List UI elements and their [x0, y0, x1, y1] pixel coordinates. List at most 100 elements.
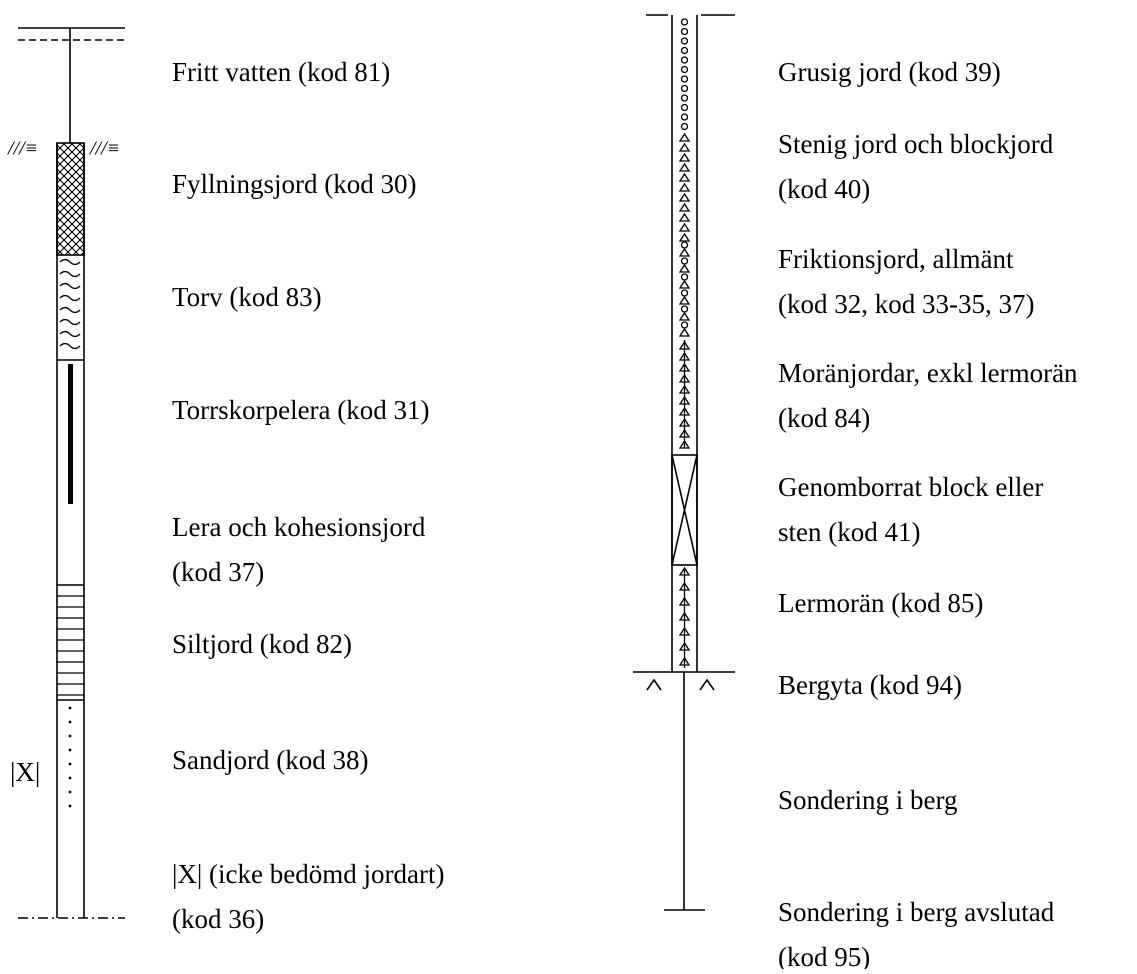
- sand-dot: [68, 748, 72, 752]
- gravel: [680, 84, 689, 93]
- legend-label: Grusig jord (kod 39): [778, 57, 1001, 87]
- legend-label: (kod 40): [778, 174, 870, 204]
- gravel: [680, 18, 689, 26]
- stone: [678, 295, 691, 305]
- stone: [678, 162, 691, 172]
- legend-label: |X| (icke bedömd jordart): [172, 859, 444, 889]
- gravel: [680, 75, 689, 83]
- gravel: [680, 257, 689, 265]
- sand-dot: [68, 790, 72, 794]
- gravel: [680, 94, 689, 102]
- stone: [678, 279, 691, 289]
- legend-label: Siltjord (kod 82): [172, 629, 352, 659]
- gravel: [680, 122, 689, 131]
- gravel: [680, 46, 689, 55]
- legend-label: Sondering i berg avslutad: [778, 897, 1055, 927]
- stone: [678, 566, 691, 576]
- wave: [59, 282, 81, 290]
- gravel: [680, 273, 689, 281]
- wave: [59, 342, 81, 350]
- legend-label: Sondering i berg: [778, 785, 957, 815]
- stone: [678, 212, 691, 222]
- wave: [59, 294, 81, 302]
- stone: [678, 192, 691, 202]
- legend-label: Torv (kod 83): [172, 282, 322, 312]
- marker-label: |X|: [10, 757, 40, 787]
- sand-dot: [68, 706, 72, 710]
- stone: [678, 417, 691, 427]
- sand-dot: [68, 720, 72, 724]
- legend-label: Sandjord (kod 38): [172, 745, 368, 775]
- gravel: [680, 65, 689, 74]
- gravel: [680, 113, 689, 121]
- gravel: [680, 289, 689, 297]
- gravel: [680, 56, 689, 64]
- stone: [678, 656, 691, 666]
- stone: [678, 172, 691, 182]
- wave: [59, 318, 81, 326]
- wave: [59, 258, 81, 266]
- wave: [59, 330, 81, 338]
- stone: [678, 581, 691, 591]
- left-column: ///≡ ///≡: [7, 27, 125, 919]
- stone: [678, 232, 691, 242]
- wave: [59, 270, 81, 278]
- legend-label: (kod 84): [778, 403, 870, 433]
- legend-label: (kod 36): [172, 904, 264, 934]
- stone: [678, 202, 691, 212]
- legend-label: (kod 32, kod 33-35, 37): [778, 289, 1034, 319]
- stone: [678, 596, 691, 606]
- stone: [678, 384, 691, 394]
- stone: [678, 351, 691, 361]
- stone: [678, 641, 691, 651]
- sand-dot: [68, 804, 72, 808]
- gravel: [680, 37, 689, 45]
- sand-dot: [68, 762, 72, 766]
- gravel: [680, 241, 689, 249]
- stone: [678, 340, 691, 350]
- legend-label: Lera och kohesionsjord: [172, 512, 426, 542]
- stone: [678, 428, 691, 438]
- gravel: [680, 321, 689, 329]
- stone: [678, 182, 691, 192]
- legend-label: Stenig jord och blockjord: [778, 129, 1054, 159]
- wave: [59, 306, 81, 314]
- legend-label: Fyllningsjord (kod 30): [172, 169, 417, 199]
- stone: [678, 362, 691, 372]
- sand-dot: [68, 776, 72, 780]
- svg-text:///≡: ///≡: [7, 138, 38, 160]
- right-column: [633, 14, 735, 911]
- svg-text:///≡: ///≡: [89, 138, 120, 160]
- legend-label: Fritt vatten (kod 81): [172, 57, 390, 87]
- stone: [678, 626, 691, 636]
- stone: [678, 263, 691, 273]
- stone: [678, 247, 691, 257]
- legend-label: Moränjordar, exkl lermorän: [778, 358, 1078, 388]
- stone: [678, 311, 691, 321]
- legend-label: (kod 95): [778, 942, 870, 969]
- sand-dot: [68, 734, 72, 738]
- stone: [678, 152, 691, 162]
- legend-label: Friktionsjord, allmänt: [778, 244, 1014, 274]
- stone: [678, 611, 691, 621]
- stone: [678, 439, 691, 449]
- legend-label: Torrskorpelera (kod 31): [172, 395, 430, 425]
- legend-label: sten (kod 41): [778, 517, 920, 547]
- legend-label: Lermorän (kod 85): [778, 588, 983, 618]
- stone: [678, 142, 691, 152]
- legend-label: (kod 37): [172, 557, 264, 587]
- legend-label: Genomborrat block eller: [778, 472, 1043, 502]
- gravel: [680, 27, 689, 36]
- stone: [678, 327, 691, 337]
- stone: [678, 222, 691, 232]
- stone: [678, 373, 691, 383]
- stone: [678, 132, 691, 142]
- stone: [678, 406, 691, 416]
- legend-label: Bergyta (kod 94): [778, 670, 962, 700]
- labels: |X| Fritt vatten (kod 81) Fyllningsjord (k…: [10, 57, 1078, 972]
- stone: [678, 395, 691, 405]
- gravel: [680, 103, 689, 112]
- gravel: [680, 305, 689, 313]
